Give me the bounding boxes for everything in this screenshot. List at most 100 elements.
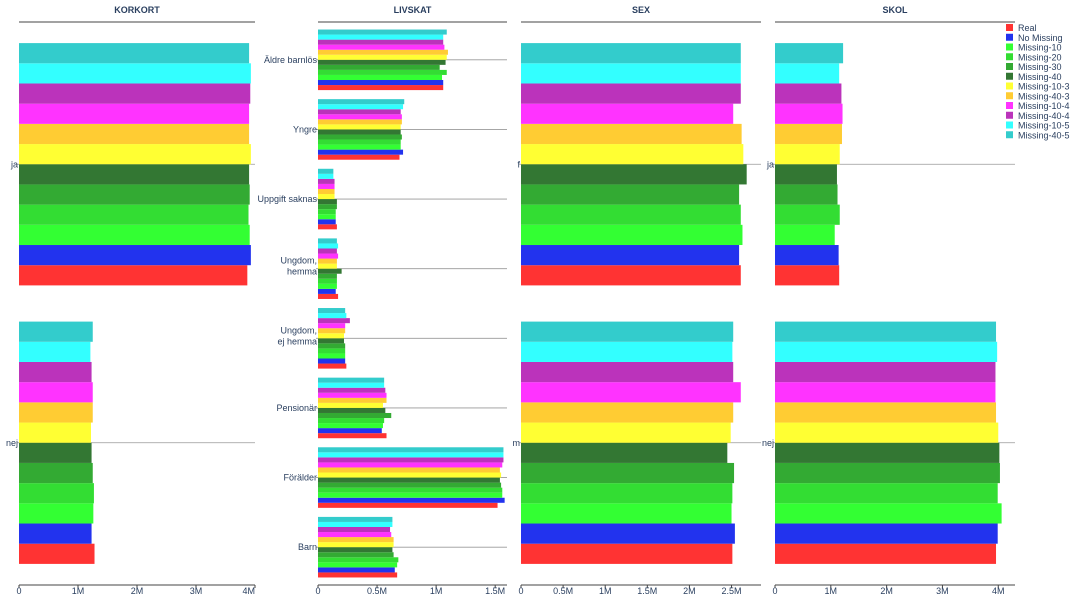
bar-missing-20-ungdom-hemma xyxy=(318,278,337,284)
bar-missing-40-5-förälder xyxy=(318,447,504,453)
bar-missing-40-m xyxy=(521,442,728,463)
bar-missing-10-3-uppgift-saknas xyxy=(318,194,335,200)
category-label: Förälder xyxy=(283,473,317,483)
bar-missing-10-4-f xyxy=(521,103,734,124)
category-label: m xyxy=(513,438,521,448)
bar-missing-10-yngre xyxy=(318,144,401,150)
bar-missing-10-3-ungdom-ej-hemma xyxy=(318,333,344,339)
x-tick-label: 4M xyxy=(242,586,255,596)
x-tick-label: 1.5M xyxy=(637,586,657,596)
bar-missing-10-3-barn xyxy=(318,542,394,548)
category-label: f xyxy=(517,159,520,169)
bar-missing-40-3-uppgift-saknas xyxy=(318,188,335,195)
bar-no-missing-pensionär xyxy=(318,428,382,434)
legend-label: Missing-10-3 xyxy=(1018,82,1070,92)
bar-missing-40-5-äldre-barnlös xyxy=(318,29,447,35)
bar-missing-40-4-nej xyxy=(19,361,92,383)
bar-missing-10-4-ja xyxy=(19,103,250,124)
bar-missing-40-äldre-barnlös xyxy=(318,59,446,65)
bar-missing-10-3-f xyxy=(521,144,744,165)
bar-missing-40-3-nej xyxy=(19,402,93,423)
bar-missing-40-4-ungdom-ej-hemma xyxy=(318,318,350,324)
bar-missing-40-f xyxy=(521,164,747,185)
bar-missing-10-nej xyxy=(19,503,94,524)
legend-label: Missing-20 xyxy=(1018,52,1062,62)
x-tick-label: 0.5M xyxy=(367,586,387,596)
bar-missing-10-3-pensionär xyxy=(318,402,383,408)
legend-swatch xyxy=(1006,72,1013,80)
bar-missing-10-5-nej xyxy=(19,341,91,362)
legend-label: Real xyxy=(1018,23,1037,33)
panel-korkort: KORKORT nej ja 0 1M 2M 3M 4M xyxy=(6,5,256,596)
bar-missing-10-m xyxy=(521,503,732,524)
bar-missing-40-4-f xyxy=(521,83,741,104)
bar-missing-20-m xyxy=(521,483,733,504)
x-tick-label: 1.5M xyxy=(485,586,505,596)
legend-label: Missing-40-4 xyxy=(1018,111,1070,121)
bar-missing-40-4-ja xyxy=(19,83,251,104)
bar-missing-40-4-äldre-barnlös xyxy=(318,39,444,45)
bar-missing-40-4-förälder xyxy=(318,457,504,463)
bar-missing-10-5-yngre xyxy=(318,104,404,110)
category-label: nej xyxy=(6,438,18,448)
bar-missing-10-förälder xyxy=(318,492,503,498)
bar-missing-10-5-f xyxy=(521,63,741,84)
bar-no-missing-nej xyxy=(19,523,92,544)
category-label: Barn xyxy=(298,542,317,552)
bar-missing-10-pensionär xyxy=(318,423,383,429)
bar-missing-20-ja xyxy=(775,204,840,225)
x-tick-label: 1M xyxy=(430,586,443,596)
bar-missing-10-äldre-barnlös xyxy=(318,74,443,81)
x-tick-label: 0 xyxy=(518,586,523,596)
bar-missing-10-3-ja xyxy=(775,144,840,165)
bar-missing-10-5-ja xyxy=(775,63,840,84)
category-label: Yngre xyxy=(293,124,317,134)
bar-real-ja xyxy=(19,265,248,286)
x-tick-label: 2M xyxy=(683,586,696,596)
x-tick-label: 0 xyxy=(772,586,777,596)
bar-missing-10-4-m xyxy=(521,382,741,403)
legend-label: Missing-40-5 xyxy=(1018,130,1070,140)
bar-missing-10-3-äldre-barnlös xyxy=(318,54,447,60)
bar-missing-20-yngre xyxy=(318,139,401,145)
bar-missing-40-5-uppgift-saknas xyxy=(318,168,334,174)
bar-no-missing-ja xyxy=(19,245,251,266)
bar-missing-20-f xyxy=(521,204,741,225)
bar-missing-40-5-f xyxy=(521,43,741,64)
bar-no-missing-f xyxy=(521,245,740,266)
x-tick-label: 1M xyxy=(825,586,838,596)
bar-missing-10-4-förälder xyxy=(318,462,503,468)
bar-real-nej xyxy=(775,543,997,564)
x-tick-label: 3M xyxy=(190,586,203,596)
bar-missing-40-3-barn xyxy=(318,537,394,543)
bar-real-nej xyxy=(19,543,95,564)
bar-missing-40-uppgift-saknas xyxy=(318,199,337,205)
bar-missing-10-4-nej xyxy=(19,382,93,403)
legend-swatch xyxy=(1006,102,1013,109)
bar-missing-40-pensionär xyxy=(318,407,386,413)
bar-missing-20-barn xyxy=(318,557,399,563)
legend-swatch xyxy=(1006,82,1013,90)
legend-label: Missing-10-4 xyxy=(1018,101,1070,111)
bar-missing-10-4-yngre xyxy=(318,114,402,120)
bar-missing-40-nej xyxy=(19,442,92,463)
x-tick-label: 0 xyxy=(16,586,21,596)
bar-real-yngre xyxy=(318,154,400,160)
bar-missing-10-5-äldre-barnlös xyxy=(318,34,444,40)
bar-missing-10-5-ungdom-ej-hemma xyxy=(318,313,347,319)
legend-swatch xyxy=(1006,33,1013,41)
bar-missing-40-4-barn xyxy=(318,526,391,533)
x-tick-label: 2.5M xyxy=(722,586,742,596)
bar-missing-20-nej xyxy=(19,483,94,504)
bar-no-missing-barn xyxy=(318,567,395,573)
bar-missing-10-5-ungdom-hemma xyxy=(318,243,339,249)
bar-missing-40-3-förälder xyxy=(318,467,500,473)
bar-missing-10-ungdom-hemma xyxy=(318,283,337,289)
bar-missing-40-5-yngre xyxy=(318,99,405,105)
bar-missing-30-ja xyxy=(19,184,250,205)
bar-missing-10-4-pensionär xyxy=(318,392,387,398)
bar-missing-10-4-barn xyxy=(318,532,392,538)
bar-missing-30-barn xyxy=(318,552,394,558)
bar-missing-40-4-uppgift-saknas xyxy=(318,178,335,184)
